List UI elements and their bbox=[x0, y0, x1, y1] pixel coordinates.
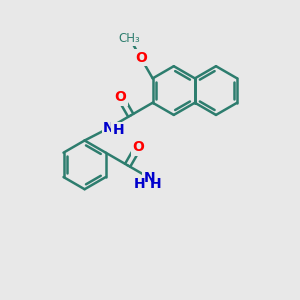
Text: O: O bbox=[135, 51, 147, 65]
Text: O: O bbox=[115, 90, 126, 104]
Text: N: N bbox=[144, 171, 155, 185]
Text: H: H bbox=[134, 178, 146, 191]
Text: CH₃: CH₃ bbox=[119, 32, 140, 45]
Text: N: N bbox=[103, 121, 115, 135]
Text: O: O bbox=[132, 140, 144, 154]
Text: H: H bbox=[150, 178, 162, 191]
Text: H: H bbox=[112, 123, 124, 137]
